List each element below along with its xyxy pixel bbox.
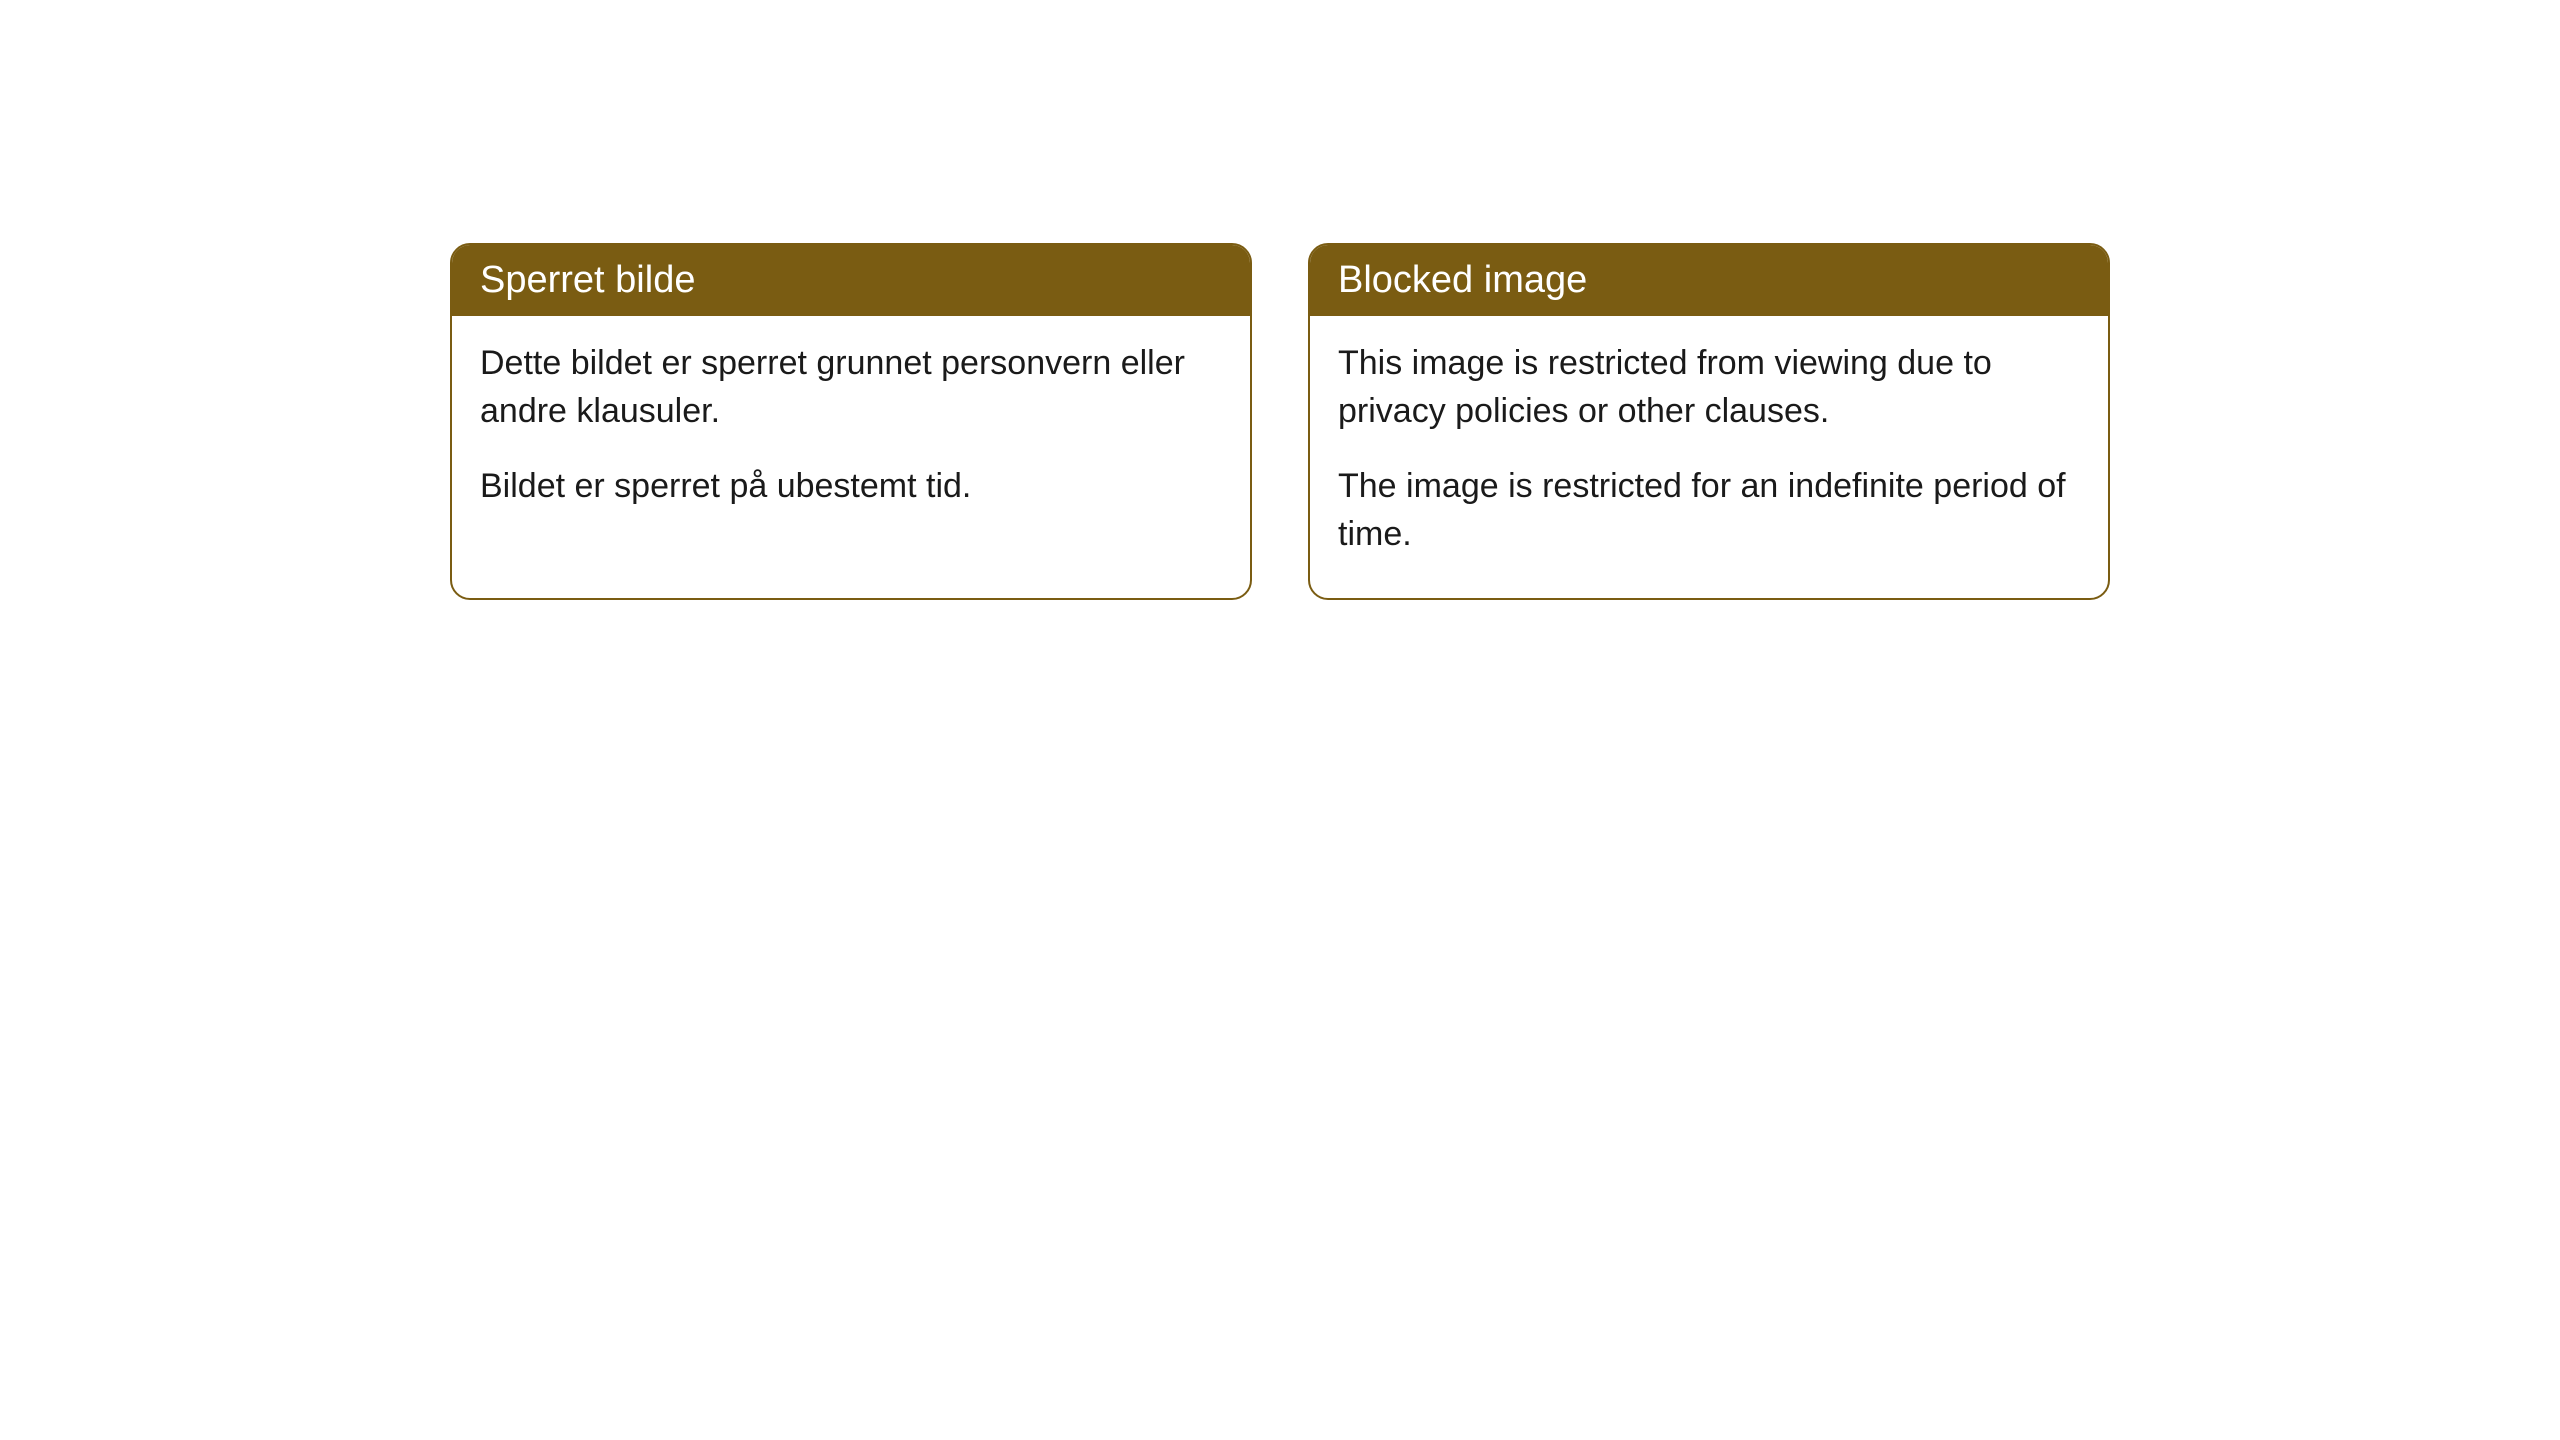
blocked-image-card-english: Blocked image This image is restricted f… — [1308, 243, 2110, 600]
card-body: This image is restricted from viewing du… — [1310, 316, 2108, 598]
card-header: Blocked image — [1310, 245, 2108, 316]
card-title: Sperret bilde — [480, 259, 695, 301]
card-paragraph: Bildet er sperret på ubestemt tid. — [480, 463, 1222, 511]
card-paragraph: Dette bildet er sperret grunnet personve… — [480, 340, 1222, 435]
card-header: Sperret bilde — [452, 245, 1250, 316]
card-body: Dette bildet er sperret grunnet personve… — [452, 316, 1250, 551]
card-title: Blocked image — [1338, 259, 1587, 301]
card-paragraph: The image is restricted for an indefinit… — [1338, 463, 2080, 558]
card-paragraph: This image is restricted from viewing du… — [1338, 340, 2080, 435]
notice-cards-container: Sperret bilde Dette bildet er sperret gr… — [450, 243, 2110, 600]
blocked-image-card-norwegian: Sperret bilde Dette bildet er sperret gr… — [450, 243, 1252, 600]
